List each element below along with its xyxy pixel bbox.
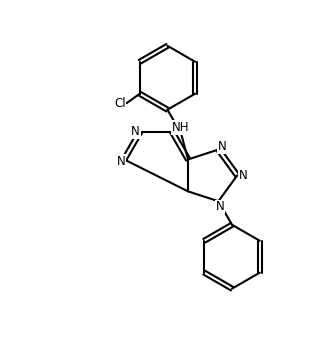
Text: N: N — [216, 200, 224, 213]
Text: Cl: Cl — [114, 97, 126, 110]
Text: NH: NH — [172, 121, 190, 134]
Text: N: N — [131, 125, 140, 138]
Text: N: N — [239, 169, 247, 182]
Text: N: N — [218, 140, 227, 153]
Text: N: N — [117, 155, 125, 167]
